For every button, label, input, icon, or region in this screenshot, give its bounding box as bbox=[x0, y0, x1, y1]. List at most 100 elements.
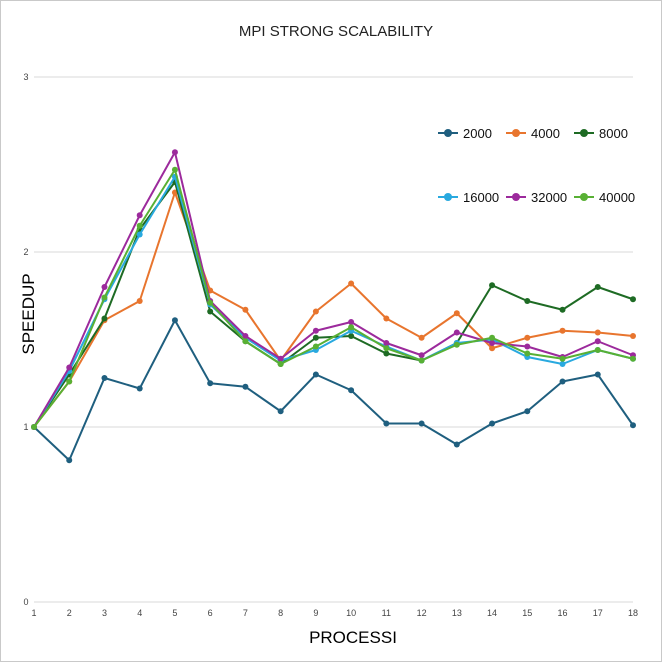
series-40000 bbox=[31, 166, 636, 430]
series-lines bbox=[31, 149, 636, 464]
data-point bbox=[559, 355, 566, 362]
x-tick-label: 15 bbox=[522, 608, 532, 618]
chart-title: MPI STRONG SCALABILITY bbox=[239, 23, 433, 40]
x-tick-label: 4 bbox=[137, 608, 142, 618]
series-16000 bbox=[31, 173, 636, 430]
data-point bbox=[66, 457, 73, 464]
data-point bbox=[524, 350, 531, 357]
x-tick-labels: 1 2 3 4 5 6 7 8 9 10 11 12 13 14 15 16 17 18 bbox=[31, 608, 638, 618]
legend-item-2000: 2000 bbox=[438, 126, 492, 141]
data-point bbox=[630, 333, 636, 339]
data-point bbox=[31, 424, 37, 430]
legend-label: 16000 bbox=[463, 190, 499, 205]
x-tick-label: 13 bbox=[452, 608, 462, 618]
data-point bbox=[630, 422, 636, 429]
data-point bbox=[277, 408, 284, 415]
data-point bbox=[383, 345, 390, 352]
legend-label: 4000 bbox=[531, 126, 560, 141]
data-point bbox=[453, 310, 460, 317]
data-point bbox=[242, 306, 249, 313]
data-point bbox=[489, 345, 496, 352]
legend-swatch-marker bbox=[580, 193, 588, 201]
data-point bbox=[348, 333, 355, 339]
data-point bbox=[312, 343, 319, 350]
legend-label: 32000 bbox=[531, 190, 567, 205]
data-point bbox=[524, 298, 531, 304]
data-point bbox=[383, 350, 390, 357]
series-line-32000 bbox=[33, 151, 634, 428]
data-point bbox=[101, 375, 108, 381]
data-point bbox=[348, 387, 355, 394]
data-point bbox=[594, 371, 601, 378]
data-point bbox=[136, 231, 143, 238]
data-point bbox=[418, 357, 425, 364]
data-point bbox=[348, 324, 355, 331]
legend-swatch-marker bbox=[580, 129, 588, 137]
legend: 2000 4000 8000 16000 32000 40000 bbox=[438, 126, 635, 205]
data-point bbox=[453, 329, 460, 336]
data-point bbox=[630, 296, 636, 303]
y-tick-label: 3 bbox=[23, 72, 28, 82]
x-tick-label: 12 bbox=[417, 608, 427, 618]
legend-item-32000: 32000 bbox=[506, 190, 567, 205]
x-tick-label: 8 bbox=[278, 608, 283, 618]
y-axis-title: SPEEDUP bbox=[19, 273, 38, 354]
series-4000 bbox=[31, 189, 636, 430]
data-point bbox=[630, 355, 636, 362]
data-point bbox=[312, 334, 319, 341]
data-point bbox=[594, 284, 601, 290]
x-tick-label: 16 bbox=[558, 608, 568, 618]
data-point bbox=[312, 308, 319, 315]
series-line-16000 bbox=[33, 175, 634, 428]
data-point bbox=[136, 298, 143, 304]
data-point bbox=[594, 329, 601, 336]
legend-label: 2000 bbox=[463, 126, 492, 141]
data-point bbox=[489, 340, 496, 346]
series-8000 bbox=[31, 179, 636, 430]
legend-swatch-marker bbox=[444, 129, 452, 137]
data-point bbox=[136, 212, 143, 219]
data-point bbox=[524, 408, 531, 415]
data-point bbox=[489, 334, 496, 341]
data-point bbox=[242, 338, 249, 345]
x-tick-label: 10 bbox=[346, 608, 356, 618]
data-point bbox=[594, 338, 601, 345]
legend-item-16000: 16000 bbox=[438, 190, 499, 205]
data-point bbox=[594, 347, 601, 353]
data-point bbox=[136, 222, 143, 229]
y-tick-label: 0 bbox=[23, 597, 28, 607]
grid-lines bbox=[34, 76, 633, 603]
series-2000 bbox=[31, 317, 636, 464]
data-point bbox=[171, 166, 178, 173]
data-point bbox=[207, 308, 214, 315]
data-point bbox=[418, 334, 425, 341]
legend-swatch-marker bbox=[512, 193, 520, 201]
x-tick-label: 7 bbox=[243, 608, 248, 618]
x-tick-label: 9 bbox=[313, 608, 318, 618]
data-point bbox=[242, 333, 249, 339]
x-axis-title: PROCESSI bbox=[309, 628, 397, 647]
data-point bbox=[101, 284, 108, 290]
data-point bbox=[418, 420, 425, 427]
data-point bbox=[383, 340, 390, 346]
data-point bbox=[207, 299, 214, 306]
legend-item-40000: 40000 bbox=[574, 190, 635, 205]
legend-item-4000: 4000 bbox=[506, 126, 560, 141]
series-line-4000 bbox=[33, 191, 634, 428]
data-point bbox=[101, 315, 108, 322]
data-point bbox=[559, 378, 566, 385]
y-tick-label: 2 bbox=[23, 247, 28, 257]
data-point bbox=[453, 441, 460, 448]
data-point bbox=[489, 282, 496, 289]
x-tick-label: 2 bbox=[67, 608, 72, 618]
y-tick-labels: 0 1 2 3 bbox=[23, 72, 28, 607]
data-point bbox=[559, 306, 566, 313]
data-point bbox=[171, 149, 178, 156]
data-point bbox=[277, 355, 284, 362]
data-point bbox=[559, 327, 566, 334]
data-point bbox=[348, 280, 355, 287]
data-point bbox=[489, 420, 496, 427]
data-point bbox=[418, 352, 425, 359]
data-point bbox=[277, 361, 284, 367]
